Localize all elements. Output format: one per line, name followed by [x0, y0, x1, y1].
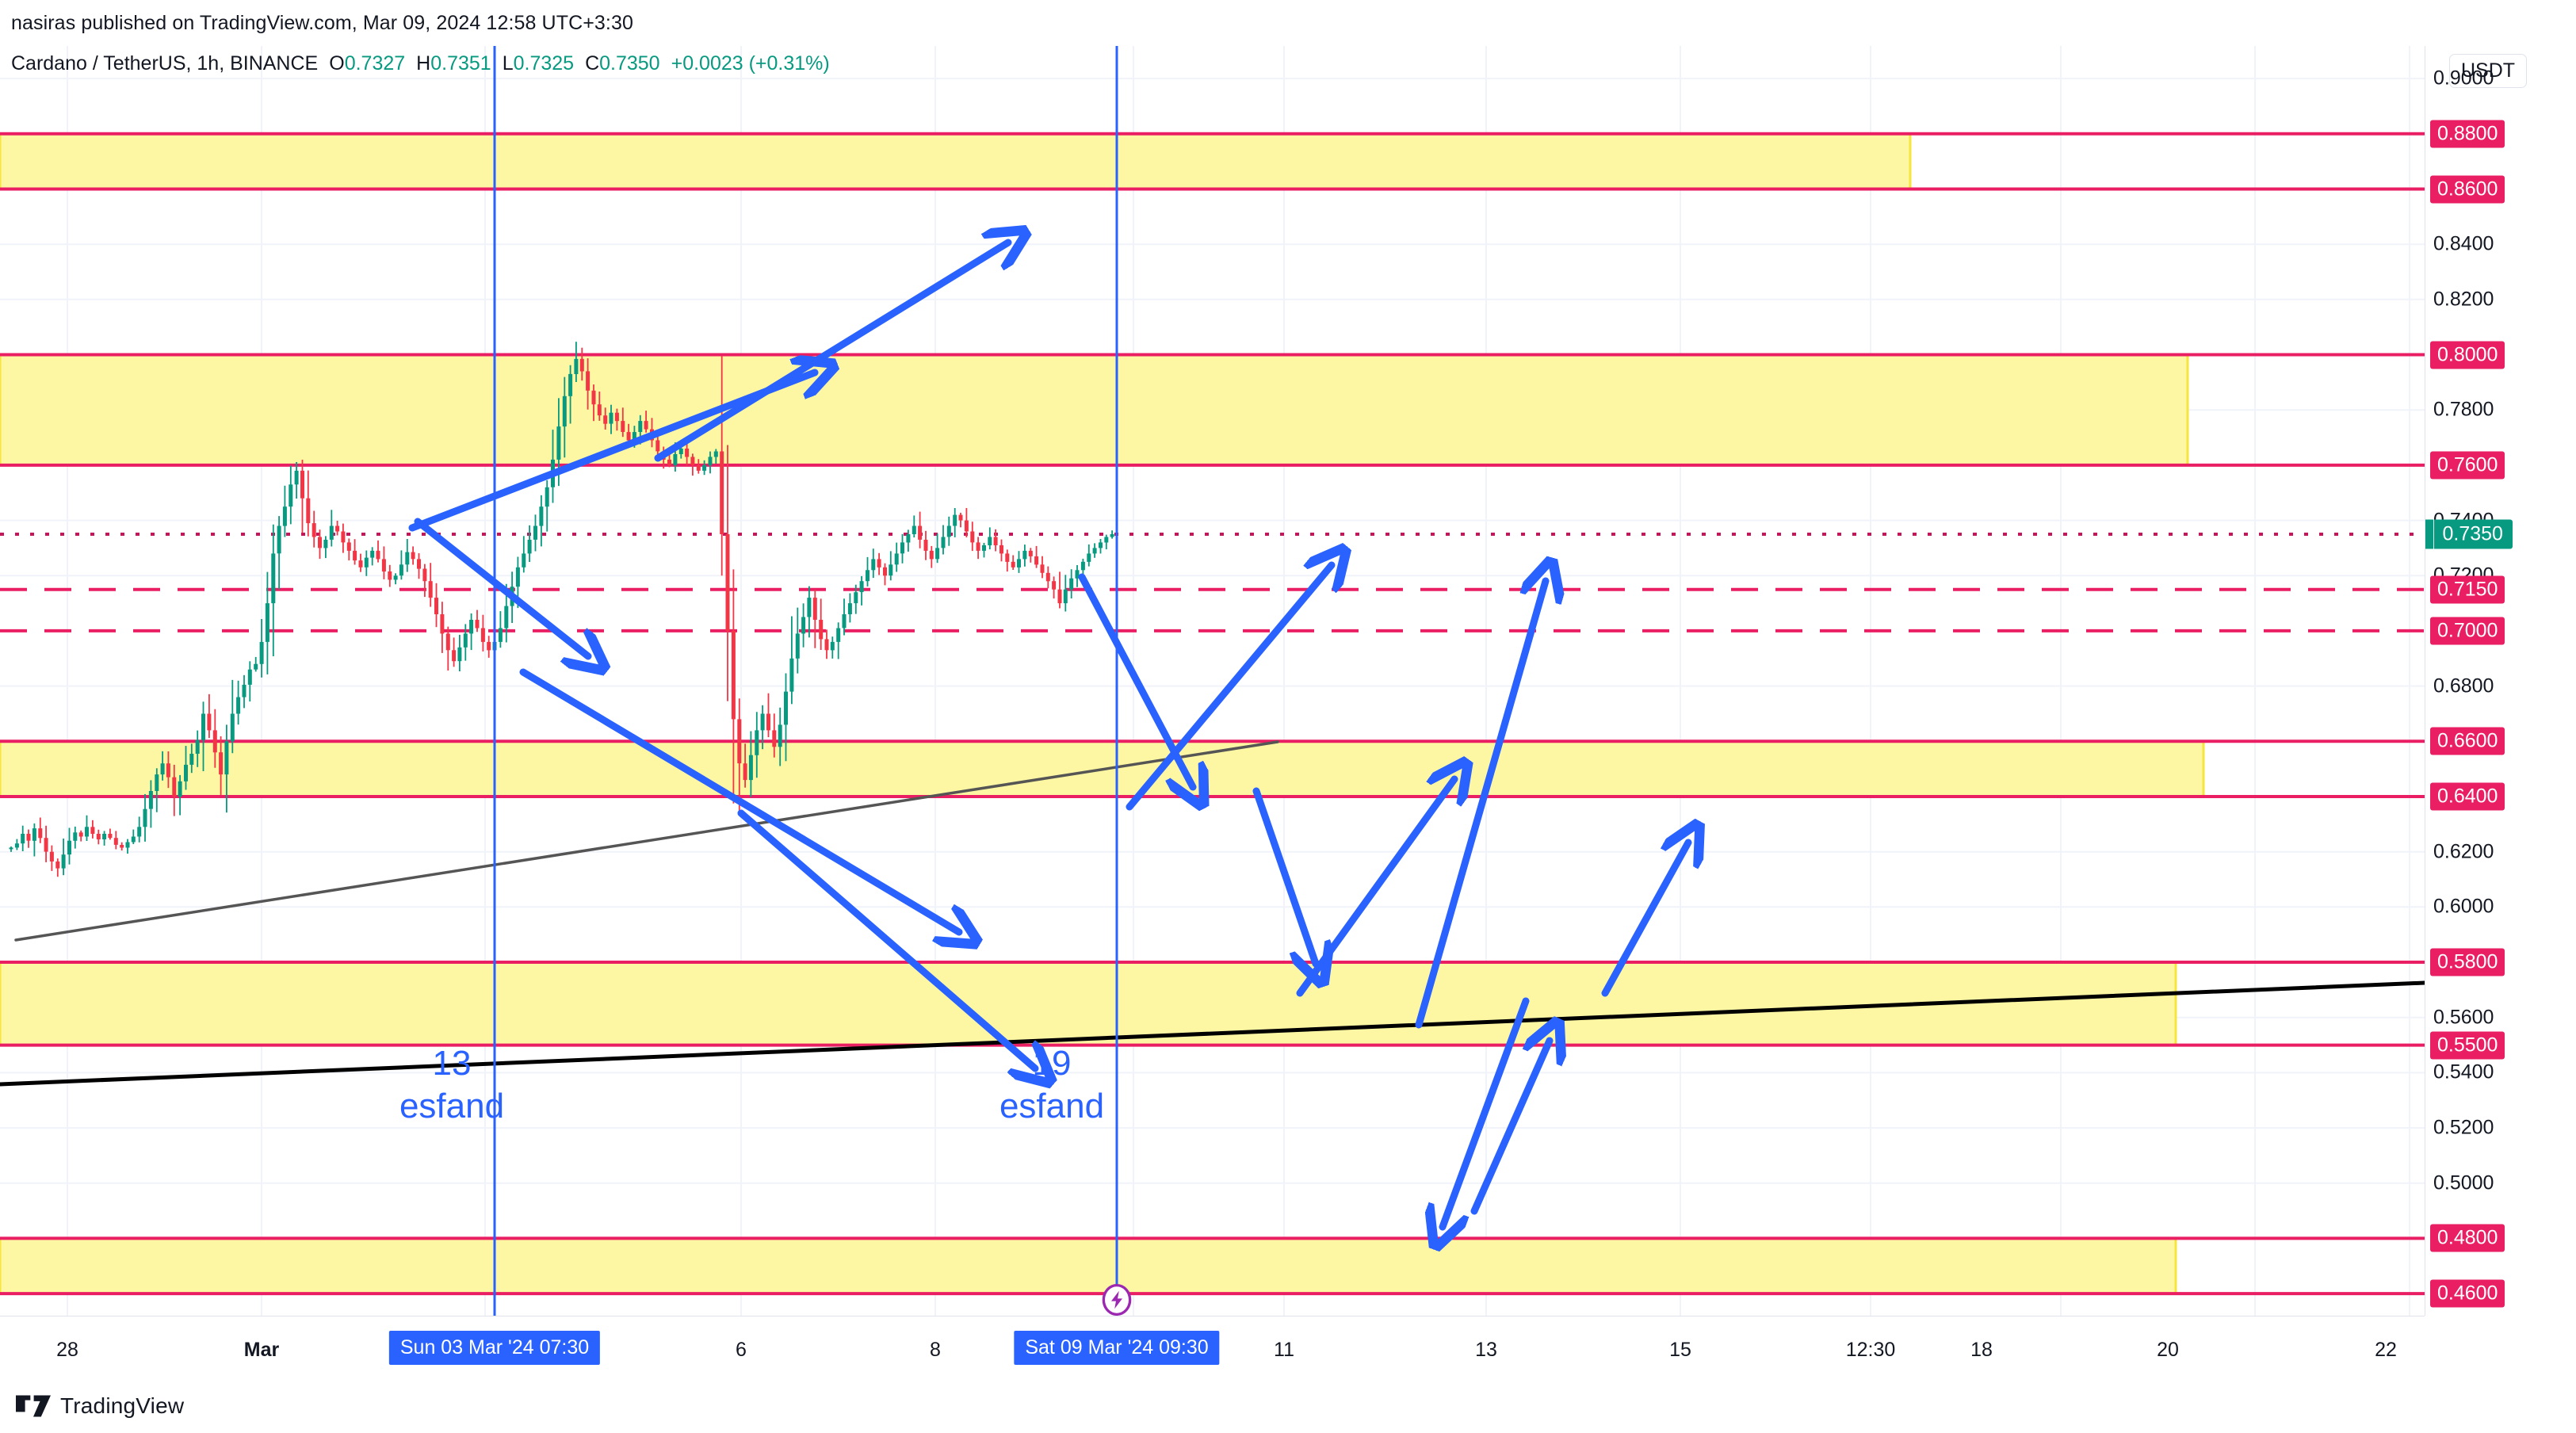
time-tick-18: 18 — [1970, 1339, 1993, 1361]
price-tick-0.8000: 0.8000 — [2430, 341, 2505, 369]
currency-chip[interactable]: USDT — [2449, 54, 2528, 88]
price-tick-0.6000: 0.6000 — [2433, 895, 2494, 918]
chart-legend: Cardano / TetherUS, 1h, BINANCE O 0.7327 … — [0, 46, 830, 81]
time-tick-20: 20 — [2157, 1339, 2179, 1361]
price-tick-0.5600: 0.5600 — [2433, 1006, 2494, 1029]
price-tick-0.4800: 0.4800 — [2430, 1224, 2505, 1252]
trendlines — [0, 740, 2425, 1087]
price-tick-0.6400: 0.6400 — [2430, 782, 2505, 811]
vline-tag-left[interactable]: Sun 03 Mar '24 07:30 — [388, 1331, 601, 1365]
horizontal-price-levels — [0, 132, 2425, 1296]
legend-low-value: 0.7325 — [513, 52, 575, 75]
price-tick-0.5400: 0.5400 — [2433, 1060, 2494, 1083]
price-tick-0.8200: 0.8200 — [2433, 288, 2494, 311]
price-tick-0.5800: 0.5800 — [2430, 948, 2505, 976]
price-tick-0.8600: 0.8600 — [2430, 175, 2505, 203]
forecast-arrows — [408, 243, 1688, 1227]
time-tick-15: 15 — [1669, 1339, 1691, 1361]
publisher-strip: nasiras published on TradingView.com, Ma… — [0, 0, 2576, 46]
price-tick-0.6200: 0.6200 — [2433, 840, 2494, 863]
svg-text:esfand: esfand — [999, 1087, 1104, 1125]
footer: TradingView — [0, 1379, 2576, 1433]
price-tick-0.7600: 0.7600 — [2430, 451, 2505, 480]
publisher-text: nasiras published on TradingView.com, Ma… — [11, 11, 633, 34]
time-tick-Mar: Mar — [243, 1339, 280, 1361]
time-tick-8: 8 — [930, 1339, 941, 1361]
time-tick-28: 28 — [56, 1339, 78, 1361]
legend-low-label: L — [502, 52, 514, 75]
chart-canvas: 13 esfand 19 esfand — [0, 46, 2425, 1316]
current-price-symbol: ADAUSDT — [2425, 520, 2433, 549]
svg-text:19: 19 — [1033, 1044, 1072, 1083]
annotation-13-esfand: 13 esfand — [399, 1044, 504, 1125]
time-tick-22: 22 — [2375, 1339, 2397, 1361]
legend-open-label: O — [329, 52, 345, 75]
annotation-19-esfand: 19 esfand — [999, 1044, 1104, 1125]
vline-tag-right[interactable]: Sat 09 Mar '24 09:30 — [1014, 1331, 1220, 1365]
legend-open-value: 0.7327 — [344, 52, 406, 75]
price-axis[interactable]: USDT 0.9000 0.8800 0.8600 0.8400 0.8200 0.800… — [2425, 46, 2576, 1316]
legend-close-label: C — [585, 52, 600, 75]
current-price-value: 0.7350 — [2442, 522, 2503, 545]
svg-text:esfand: esfand — [399, 1087, 504, 1125]
price-tick-0.4600: 0.4600 — [2430, 1279, 2505, 1308]
price-tick-0.8400: 0.8400 — [2433, 232, 2494, 255]
price-tick-0.9000: 0.9000 — [2433, 67, 2494, 90]
time-tick-11: 11 — [1274, 1339, 1294, 1361]
tradingview-logo-icon — [16, 1395, 51, 1417]
tradingview-brand: TradingView — [60, 1393, 185, 1418]
price-tick-0.7000: 0.7000 — [2430, 617, 2505, 645]
current-price-tag: ADAUSDT 0.7350 — [2425, 519, 2513, 549]
vertical-time-markers — [493, 46, 1118, 1316]
time-tick-6: 6 — [736, 1339, 747, 1361]
price-tick-0.6600: 0.6600 — [2430, 727, 2505, 755]
time-tick-12:30: 12:30 — [1845, 1339, 1896, 1361]
time-axis[interactable]: 28 Mar 6 8 11 13 15 12:30 18 20 22 Sun 03 Mar '24 0… — [0, 1283, 2425, 1380]
price-tick-0.5000: 0.5000 — [2433, 1171, 2494, 1194]
legend-symbol[interactable]: Cardano / TetherUS, 1h, BINANCE — [11, 52, 319, 75]
svg-text:13: 13 — [433, 1044, 472, 1083]
price-tick-0.7800: 0.7800 — [2433, 398, 2494, 421]
price-tick-0.5200: 0.5200 — [2433, 1116, 2494, 1139]
price-tick-0.8800: 0.8800 — [2430, 120, 2505, 148]
price-tick-0.5500: 0.5500 — [2430, 1031, 2505, 1060]
candlestick-series — [9, 342, 1114, 877]
price-tick-0.7150: 0.7150 — [2430, 575, 2505, 604]
legend-high-value: 0.7351 — [430, 52, 491, 75]
legend-change: +0.0023 (+0.31%) — [671, 52, 830, 75]
legend-high-label: H — [416, 52, 431, 75]
current-price-divider — [2433, 519, 2435, 549]
price-tick-0.6800: 0.6800 — [2433, 674, 2494, 697]
chart-plot-area[interactable]: 13 esfand 19 esfand — [0, 46, 2425, 1316]
time-tick-13: 13 — [1475, 1339, 1497, 1361]
legend-close-value: 0.7350 — [599, 52, 660, 75]
grid-lines — [0, 46, 2425, 1316]
lightning-bolt-icon[interactable] — [1100, 1283, 1133, 1316]
